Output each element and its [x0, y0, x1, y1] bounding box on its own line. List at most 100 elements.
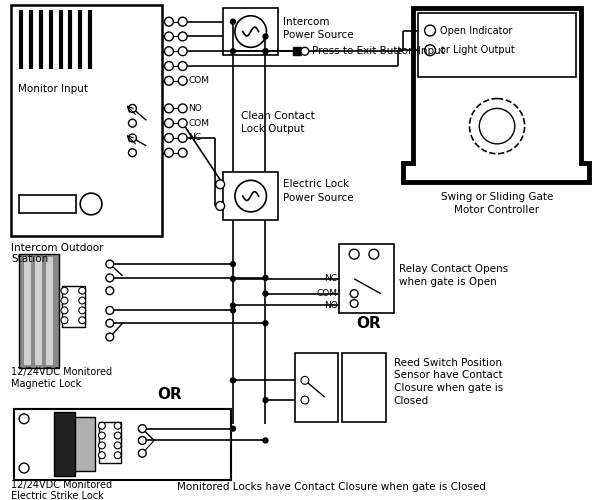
Text: Station: Station — [11, 254, 48, 264]
Bar — [35, 257, 42, 364]
Circle shape — [79, 307, 86, 314]
Circle shape — [424, 45, 436, 56]
Circle shape — [79, 317, 86, 324]
Bar — [61, 286, 85, 327]
Bar — [342, 353, 386, 422]
Circle shape — [178, 118, 187, 128]
Text: Closure when gate is: Closure when gate is — [393, 383, 503, 393]
Text: NC: NC — [324, 274, 337, 283]
Circle shape — [349, 250, 359, 259]
Circle shape — [231, 303, 235, 308]
Circle shape — [164, 104, 173, 113]
Circle shape — [164, 47, 173, 56]
Text: COM: COM — [188, 76, 210, 86]
Circle shape — [98, 432, 105, 439]
Bar — [24, 257, 31, 364]
Circle shape — [61, 287, 68, 294]
Circle shape — [106, 333, 114, 341]
Circle shape — [106, 306, 114, 314]
Text: Intercom: Intercom — [283, 16, 330, 26]
Circle shape — [231, 262, 235, 266]
Bar — [99, 422, 120, 463]
Text: NC: NC — [188, 134, 201, 142]
Circle shape — [231, 49, 235, 54]
Bar — [223, 8, 278, 55]
Bar — [14, 409, 231, 480]
Circle shape — [114, 422, 121, 429]
Text: 12/24VDC Monitored: 12/24VDC Monitored — [11, 480, 113, 490]
Circle shape — [164, 118, 173, 128]
Bar — [418, 13, 576, 77]
Circle shape — [79, 297, 86, 304]
Text: COM: COM — [316, 289, 337, 298]
Circle shape — [80, 193, 102, 215]
Circle shape — [106, 286, 114, 294]
Text: Magnetic Lock: Magnetic Lock — [11, 380, 82, 390]
Bar — [339, 244, 393, 314]
Circle shape — [164, 17, 173, 26]
Circle shape — [164, 134, 173, 142]
Circle shape — [129, 149, 136, 156]
Text: NO: NO — [324, 301, 337, 310]
Text: OR: OR — [356, 316, 381, 330]
Text: NO: NO — [188, 104, 203, 113]
Circle shape — [216, 202, 225, 210]
Circle shape — [129, 119, 136, 127]
Circle shape — [106, 260, 114, 268]
Circle shape — [263, 438, 268, 443]
Text: Clean Contact: Clean Contact — [241, 112, 315, 122]
Circle shape — [263, 320, 268, 326]
Circle shape — [301, 396, 309, 404]
Circle shape — [263, 276, 268, 280]
Text: Closed: Closed — [393, 396, 429, 406]
Bar — [54, 412, 75, 476]
Circle shape — [178, 17, 187, 26]
Circle shape — [263, 49, 268, 54]
Circle shape — [178, 32, 187, 41]
Circle shape — [301, 376, 309, 384]
Bar — [75, 417, 95, 471]
Circle shape — [350, 290, 358, 298]
Circle shape — [301, 48, 309, 55]
Circle shape — [61, 307, 68, 314]
Circle shape — [263, 49, 268, 54]
Circle shape — [129, 134, 136, 142]
Text: Power Source: Power Source — [283, 30, 354, 40]
Circle shape — [263, 291, 268, 296]
Text: COM: COM — [188, 118, 210, 128]
Text: Monitor Input: Monitor Input — [18, 84, 88, 94]
Bar — [19, 254, 58, 368]
Circle shape — [19, 414, 29, 424]
Text: Press to Exit Button Input: Press to Exit Button Input — [312, 46, 445, 56]
Circle shape — [114, 452, 121, 458]
Circle shape — [106, 320, 114, 327]
Text: Monitored Locks have Contact Closure when gate is Closed: Monitored Locks have Contact Closure whe… — [177, 482, 486, 492]
Circle shape — [19, 463, 29, 473]
Circle shape — [61, 317, 68, 324]
Text: Power Source: Power Source — [283, 193, 354, 203]
Text: Reed Switch Position: Reed Switch Position — [393, 358, 502, 368]
Circle shape — [114, 432, 121, 439]
Circle shape — [424, 25, 436, 36]
Circle shape — [178, 148, 187, 157]
Text: Lock Output: Lock Output — [241, 124, 305, 134]
Circle shape — [129, 104, 136, 112]
Polygon shape — [403, 8, 589, 182]
Circle shape — [61, 297, 68, 304]
Text: or Light Output: or Light Output — [440, 46, 514, 56]
Circle shape — [231, 308, 235, 313]
Circle shape — [164, 32, 173, 41]
Circle shape — [178, 76, 187, 85]
Circle shape — [178, 62, 187, 70]
Bar — [46, 257, 52, 364]
Bar — [223, 172, 278, 220]
Circle shape — [350, 300, 358, 308]
Circle shape — [231, 378, 235, 383]
Circle shape — [235, 180, 266, 212]
Text: Open Indicator: Open Indicator — [440, 26, 513, 36]
Circle shape — [216, 180, 225, 188]
Circle shape — [106, 274, 114, 282]
Text: Intercom Outdoor: Intercom Outdoor — [11, 244, 104, 254]
Circle shape — [263, 398, 268, 402]
Circle shape — [178, 134, 187, 142]
